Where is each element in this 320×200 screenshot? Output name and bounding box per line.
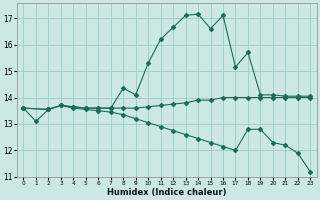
X-axis label: Humidex (Indice chaleur): Humidex (Indice chaleur)	[107, 188, 227, 197]
